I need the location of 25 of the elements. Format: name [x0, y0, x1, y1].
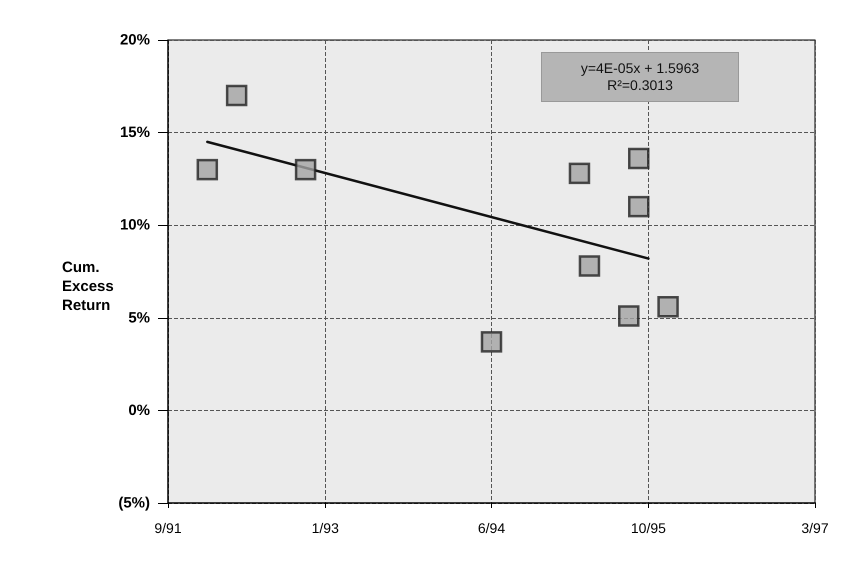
point — [480, 331, 502, 353]
annotation: R²=0.3013 — [606, 77, 674, 94]
y-tick-label: 20% — [120, 32, 150, 48]
x-tick-label: 10/95 — [630, 520, 666, 536]
equation-box: y=4E-05x + 1.5963 R²=0.3013 — [541, 52, 739, 102]
x-tick-label: 9/91 — [154, 520, 182, 536]
y-tick-label: 5% — [128, 309, 150, 326]
annotation: y=4E-05x + 1.5963 — [580, 60, 700, 77]
y-axis-title: Cum. Excess Return — [62, 259, 118, 314]
point — [618, 305, 640, 327]
x-tick-label: 6/94 — [478, 520, 506, 536]
x-tick-label: 3/97 — [801, 520, 829, 536]
point — [628, 148, 650, 170]
point — [226, 84, 248, 106]
y-tick-label: 0% — [128, 402, 150, 419]
point — [294, 158, 316, 180]
y-tick-label: (5%) — [118, 494, 150, 512]
point — [568, 162, 590, 184]
point — [628, 196, 650, 218]
point — [657, 296, 679, 318]
point — [578, 255, 600, 277]
x-tick-label: 1/93 — [312, 520, 340, 536]
point — [196, 158, 218, 180]
y-tick-label: 15% — [120, 124, 150, 142]
y-tick-label: 10% — [120, 216, 150, 234]
